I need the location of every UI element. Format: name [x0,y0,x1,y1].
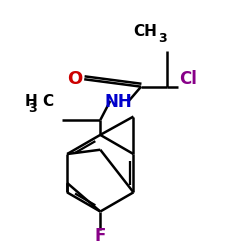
Text: 3: 3 [28,102,37,116]
Text: NH: NH [105,92,133,110]
Text: H: H [24,94,37,109]
Text: CH: CH [133,24,157,38]
Text: O: O [67,70,82,88]
Text: F: F [94,227,106,245]
Text: C: C [42,94,53,109]
Text: Cl: Cl [180,70,197,88]
Text: 3: 3 [158,32,167,45]
